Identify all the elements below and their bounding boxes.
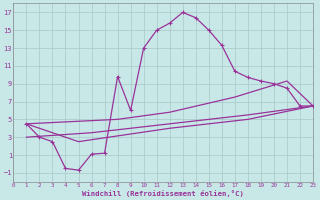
X-axis label: Windchill (Refroidissement éolien,°C): Windchill (Refroidissement éolien,°C) xyxy=(82,190,244,197)
